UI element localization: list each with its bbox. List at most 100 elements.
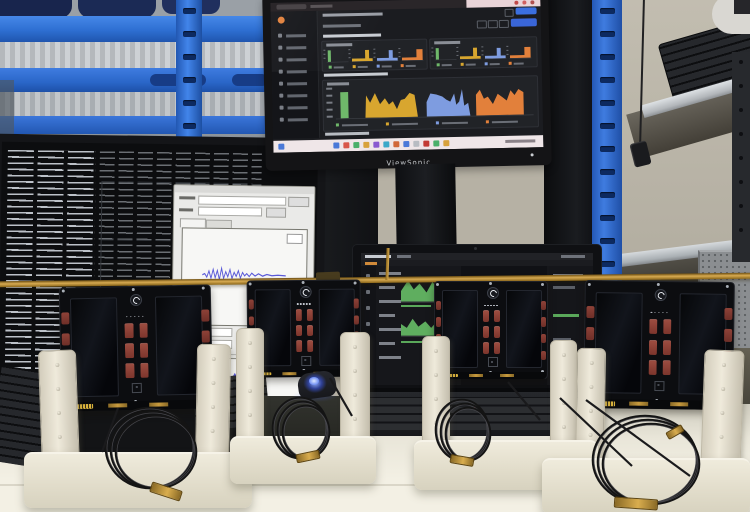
connector-pad: [493, 326, 501, 338]
solar-panel-window: [441, 289, 479, 369]
mouse-scroll-wheel: [309, 377, 319, 385]
panel-text-green: [553, 314, 579, 317]
post-slot: [599, 238, 615, 244]
marking-dot: [493, 304, 495, 307]
laptop-sidebar-icon: [366, 306, 370, 310]
bracket-dimple: [248, 365, 252, 369]
post-slot: [182, 8, 196, 14]
rack-hole: [739, 204, 743, 208]
mini-chart-yellow-state: [351, 48, 374, 63]
power-chart-svg: [335, 89, 534, 120]
post-slot: [599, 261, 615, 267]
post-slot: [182, 54, 196, 60]
laptop-list-label: [379, 300, 401, 303]
shelf-metal: [0, 92, 268, 116]
panel-text: [553, 338, 571, 341]
bracket-dimple: [561, 425, 566, 429]
menu-text: [397, 255, 411, 258]
viewsonic-screen: [270, 0, 544, 153]
laptop-sidebar-icon: [366, 290, 370, 294]
laptop-list-label: [379, 342, 395, 345]
menu-text: [561, 255, 585, 258]
rack-hole: [739, 60, 743, 64]
storage-bin: [78, 0, 156, 18]
mini-chart-svg: [326, 50, 349, 63]
bracket-dimple: [561, 377, 566, 381]
shelf-beam: [0, 68, 268, 92]
laptop-list-label: [379, 356, 401, 359]
mini-chart-orange-state: [401, 47, 424, 62]
post-slot: [599, 100, 615, 106]
mini-chart-svg: [459, 47, 482, 60]
bottom-rail: [436, 372, 546, 379]
cubesat-unit: [434, 281, 548, 379]
mini-chart-svg: [484, 47, 507, 60]
post-slot: [182, 31, 196, 37]
mini-chart-svg: [401, 49, 424, 62]
stand-bracket: [340, 332, 370, 450]
mini-chart-orange-state: [509, 44, 532, 59]
edge-pad: [540, 350, 547, 360]
bracket-dimple: [353, 345, 357, 349]
laptop-menubar: [361, 253, 593, 260]
kapton-segment: [499, 373, 514, 377]
connector-pad: [483, 310, 490, 323]
post-slot: [599, 146, 615, 152]
post-slot: [182, 77, 196, 83]
square-marking-dot: [491, 360, 494, 363]
bracket-dimple: [561, 401, 566, 405]
screw: [488, 282, 492, 286]
post-slot: [599, 169, 615, 175]
square-marking: [487, 357, 498, 368]
power-chart: [335, 83, 534, 120]
connector-pad: [493, 310, 501, 323]
kapton-segment: [469, 373, 484, 377]
rack-hole: [739, 108, 743, 112]
laptop-sidebar-icon: [366, 274, 370, 278]
mini-chart-blue-state: [376, 47, 399, 62]
mini-chart-svg: [509, 46, 532, 59]
blue-shelving-left: [0, 0, 268, 168]
rack-post-right: [732, 52, 750, 262]
logo-sticker: [487, 287, 499, 300]
laptop-toolbar: [361, 260, 593, 266]
storage-bin: [0, 0, 72, 18]
bracket-dimple: [353, 369, 357, 373]
bracket-dimple: [353, 417, 357, 421]
bracket-dimple: [434, 397, 438, 401]
bracket-dimple: [248, 341, 252, 345]
barcode-sticker: [442, 373, 459, 378]
post-slot: [599, 215, 615, 221]
menu-text: [365, 255, 391, 258]
mini-chart-svg: [376, 50, 399, 62]
laptop-list-label: [379, 286, 395, 289]
panel-text: [553, 286, 575, 289]
mini-chart-blue-state: [484, 45, 507, 60]
shelf-corner-bar: [734, 0, 750, 14]
beam-cutout: [232, 74, 268, 86]
bracket-dimple: [248, 413, 252, 417]
mini-chart-green-state: [434, 46, 457, 61]
stand-bracket: [236, 328, 264, 444]
laptop-list-label: [379, 328, 401, 331]
rack-hole: [739, 228, 743, 232]
chart-legend-green: [401, 305, 431, 307]
laptop-list-label: [379, 314, 395, 317]
mini-chart-green-state: [326, 48, 349, 63]
shelf-beam: [0, 16, 268, 42]
viewsonic-monitor: ViewSonic: [262, 0, 552, 171]
laptop-sidebar-icon: [366, 322, 370, 326]
webcam: [474, 247, 477, 250]
post-slot: [182, 123, 196, 129]
bracket-dimple: [434, 373, 438, 377]
post-slot: [599, 123, 615, 129]
edge-pad: [435, 300, 442, 310]
post-slot: [182, 100, 196, 106]
post-slot: [599, 192, 615, 198]
connector-pad: [483, 341, 490, 354]
screw: [541, 282, 545, 286]
marking-dot: [496, 304, 498, 307]
table-edge: [0, 484, 750, 486]
connector-pad: [493, 341, 501, 354]
